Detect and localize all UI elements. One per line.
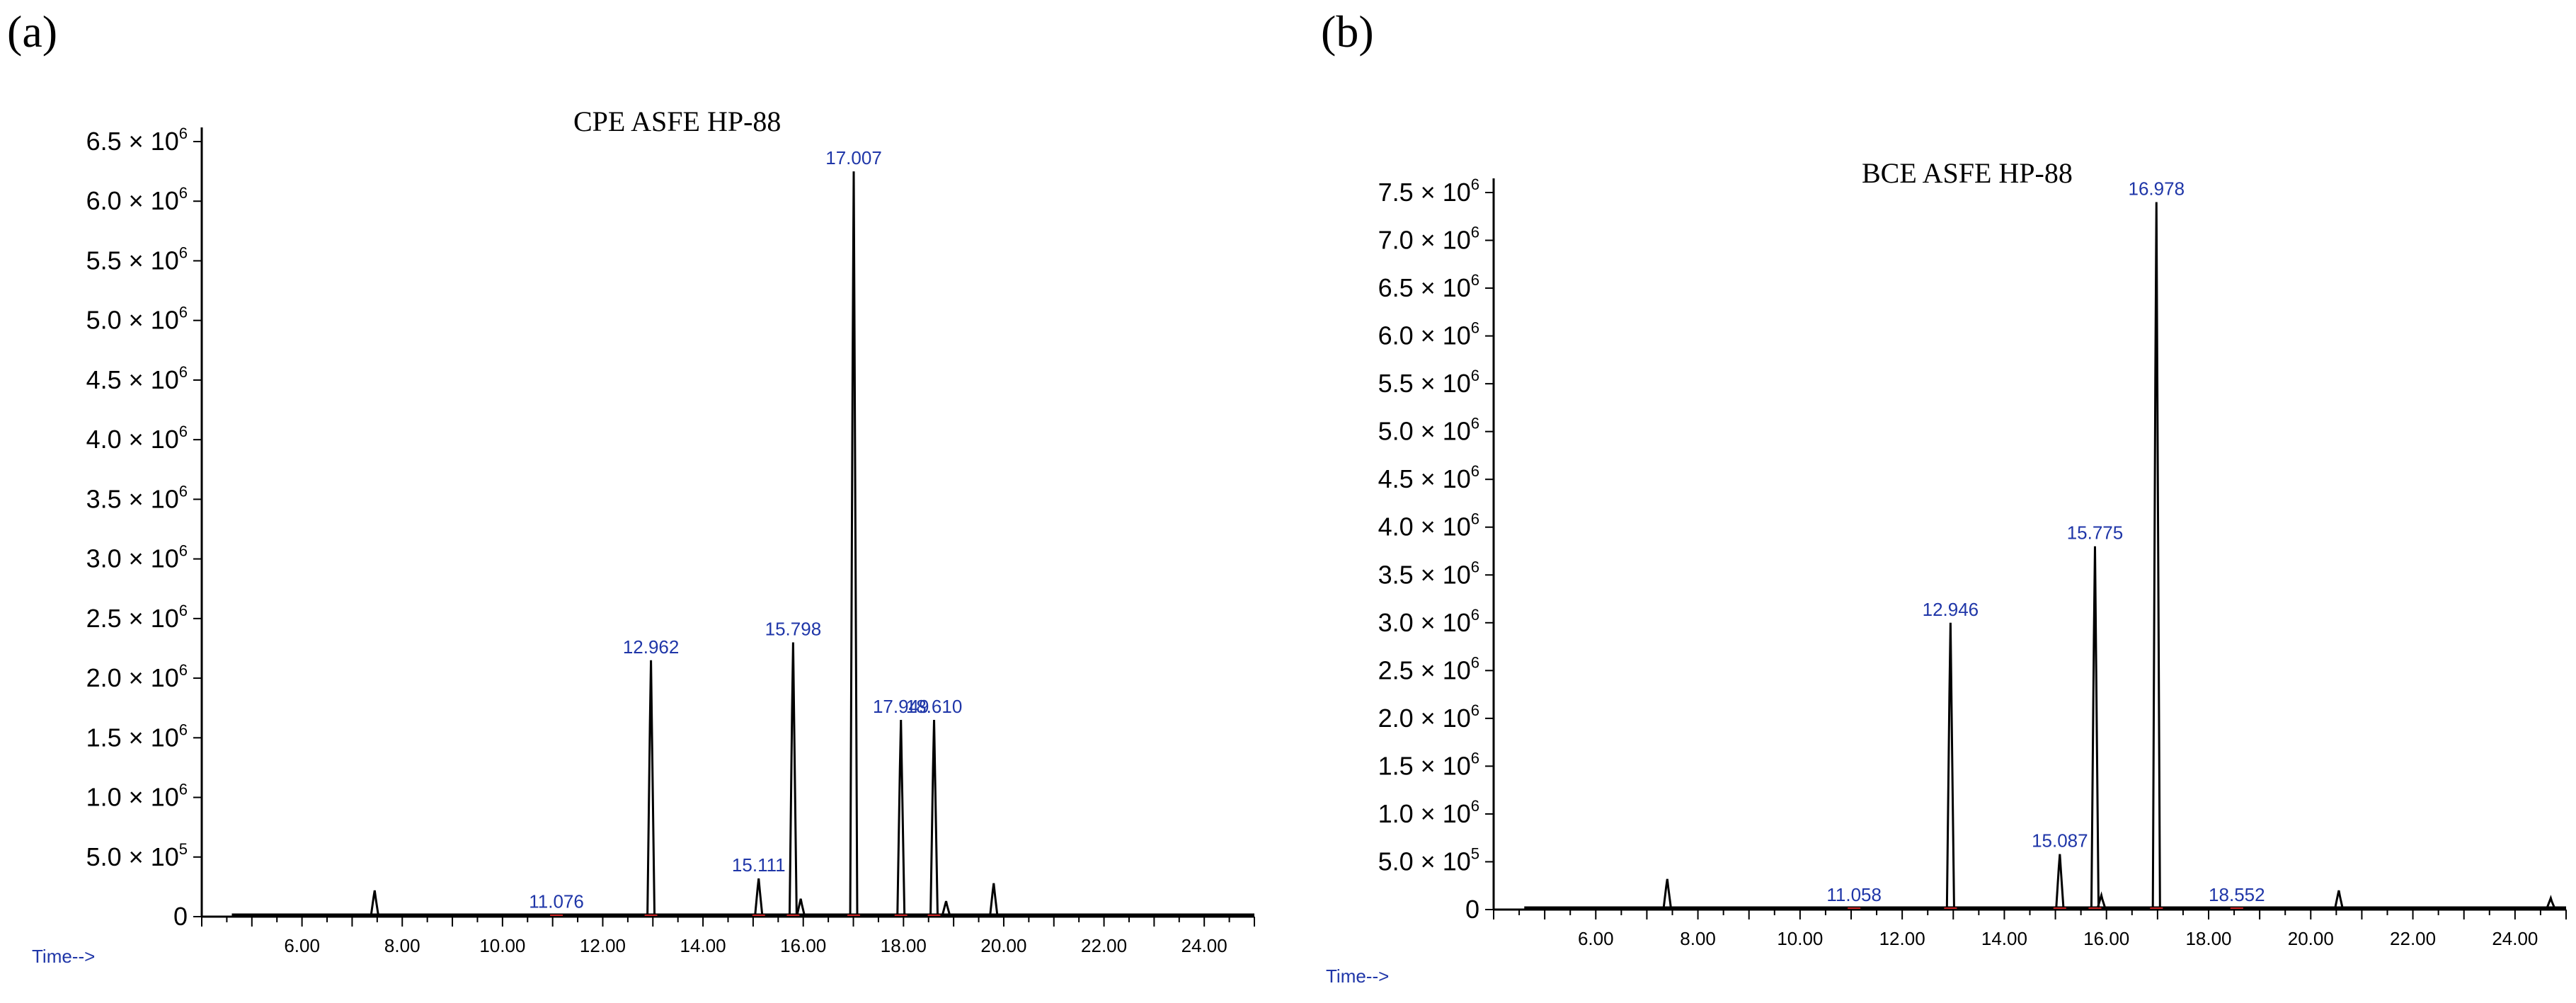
peak-label: 17.007 <box>825 147 882 168</box>
x-tick-label: 20.00 <box>980 935 1026 956</box>
y-tick-label: 5.5 × 106 <box>1378 367 1479 398</box>
y-tick-label: 0 <box>173 902 188 931</box>
y-tick-label: 2.5 × 106 <box>86 602 188 633</box>
y-tick-label: 5.5 × 106 <box>86 243 188 275</box>
x-tick-label: 20.00 <box>2288 928 2334 949</box>
panel-label-b: (b) <box>1321 6 1374 57</box>
x-tick-label: 10.00 <box>1777 928 1823 949</box>
peak-label: 15.775 <box>2067 522 2124 544</box>
y-tick-label: 2.0 × 106 <box>1378 701 1479 733</box>
chromatogram-peak <box>1662 878 1672 908</box>
chromatogram-peak <box>2097 891 2106 908</box>
y-tick-label: 2.5 × 106 <box>1378 653 1479 684</box>
chromatogram-peak <box>2334 890 2344 908</box>
x-tick-label: 14.00 <box>680 935 726 956</box>
y-tick-label: 3.5 × 106 <box>1378 558 1479 589</box>
chart-b-bce: BCE ASFE HP-88 0 5.0 × 105 1.0 × 106 1.5 × 1… <box>1326 157 2567 987</box>
y-tick-label: 4.0 × 106 <box>86 423 188 454</box>
chromatogram-peak <box>796 898 806 915</box>
x-tick-label: 18.00 <box>2185 928 2231 949</box>
chromatogram-peak <box>896 720 906 915</box>
peak-label: 15.798 <box>765 619 822 640</box>
x-axis-label: Time--> <box>32 946 95 967</box>
peak-label: 11.058 <box>1826 884 1882 905</box>
x-tick-label: 6.00 <box>284 935 320 956</box>
y-tick-label: 1.5 × 106 <box>86 721 188 752</box>
y-tick-label: 3.0 × 106 <box>86 542 188 573</box>
peak-label: 15.087 <box>2032 830 2088 852</box>
chart-a-cpe: CPE ASFE HP-88 0 5.0 × 105 1.0 × 106 1.5 × 1… <box>32 105 1255 967</box>
y-tick-label: 4.5 × 106 <box>86 363 188 394</box>
peak-label: 16.978 <box>2129 178 2185 200</box>
y-tick-label: 6.5 × 106 <box>86 125 188 156</box>
peak-label: 18.610 <box>906 696 963 717</box>
y-tick-label: 1.0 × 106 <box>1378 797 1479 828</box>
chart-title: CPE ASFE HP-88 <box>573 105 781 137</box>
y-tick-label: 2.0 × 106 <box>86 661 188 692</box>
chromatogram-peak <box>370 890 379 915</box>
peak-label: 11.076 <box>529 890 584 912</box>
y-tick-label: 5.0 × 106 <box>86 304 188 335</box>
y-tick-label: 1.5 × 106 <box>1378 749 1479 780</box>
x-tick-label: 6.00 <box>1578 928 1614 949</box>
x-tick-label: 22.00 <box>1081 935 1127 956</box>
peak-label: 15.111 <box>732 854 786 876</box>
y-tick-label: 4.0 × 106 <box>1378 510 1479 541</box>
x-tick-label: 10.00 <box>479 935 525 956</box>
chart-title: BCE ASFE HP-88 <box>1862 157 2073 189</box>
y-tick-label: 6.0 × 106 <box>86 184 188 215</box>
chromatogram-peak <box>941 900 951 915</box>
y-tick-label: 7.5 × 106 <box>1378 176 1479 207</box>
y-tick-label: 5.0 × 105 <box>86 840 188 871</box>
chromatogram-peak <box>2546 895 2555 908</box>
chromatogram-peak <box>989 883 999 915</box>
x-tick-label: 16.00 <box>780 935 826 956</box>
x-tick-label: 12.00 <box>580 935 626 956</box>
x-tick-label: 24.00 <box>1181 935 1227 956</box>
y-tick-label: 5.0 × 106 <box>1378 415 1479 446</box>
peak-label: 18.552 <box>2209 884 2265 905</box>
chromatogram-peak <box>2151 202 2161 908</box>
peak-label: 17.949 <box>873 696 929 717</box>
panel-label-a: (a) <box>7 6 58 57</box>
x-tick-label: 18.00 <box>881 935 927 956</box>
x-tick-label: 16.00 <box>2083 928 2129 949</box>
x-tick-label: 8.00 <box>1680 928 1716 949</box>
chromatogram-peak <box>754 878 764 915</box>
peak-label: 12.962 <box>623 636 680 658</box>
chromatogram-peak <box>2090 546 2100 908</box>
y-tick-label: 3.5 × 106 <box>86 482 188 513</box>
peak-label: 12.946 <box>1923 599 1979 620</box>
x-tick-label: 12.00 <box>1879 928 1925 949</box>
y-tick-label: 5.0 × 105 <box>1378 844 1479 876</box>
chromatogram-peak <box>1945 622 1955 908</box>
x-tick-label: 14.00 <box>1981 928 2027 949</box>
y-tick-label: 6.5 × 106 <box>1378 271 1479 302</box>
chromatogram-peak <box>849 171 859 915</box>
y-tick-label: 0 <box>1465 895 1479 924</box>
y-tick-label: 6.0 × 106 <box>1378 319 1479 350</box>
y-tick-label: 1.0 × 106 <box>86 781 188 812</box>
x-axis-label: Time--> <box>1326 965 1389 987</box>
x-tick-label: 8.00 <box>384 935 420 956</box>
x-tick-label: 22.00 <box>2390 928 2436 949</box>
y-tick-label: 3.0 × 106 <box>1378 606 1479 637</box>
chromatogram-peak <box>646 660 656 915</box>
chromatogram-peak <box>929 720 939 915</box>
chromatogram-peak <box>2055 854 2065 908</box>
y-tick-label: 4.5 × 106 <box>1378 462 1479 493</box>
y-tick-label: 7.0 × 106 <box>1378 224 1479 255</box>
x-tick-label: 24.00 <box>2492 928 2538 949</box>
chromatogram-peak <box>788 642 798 915</box>
